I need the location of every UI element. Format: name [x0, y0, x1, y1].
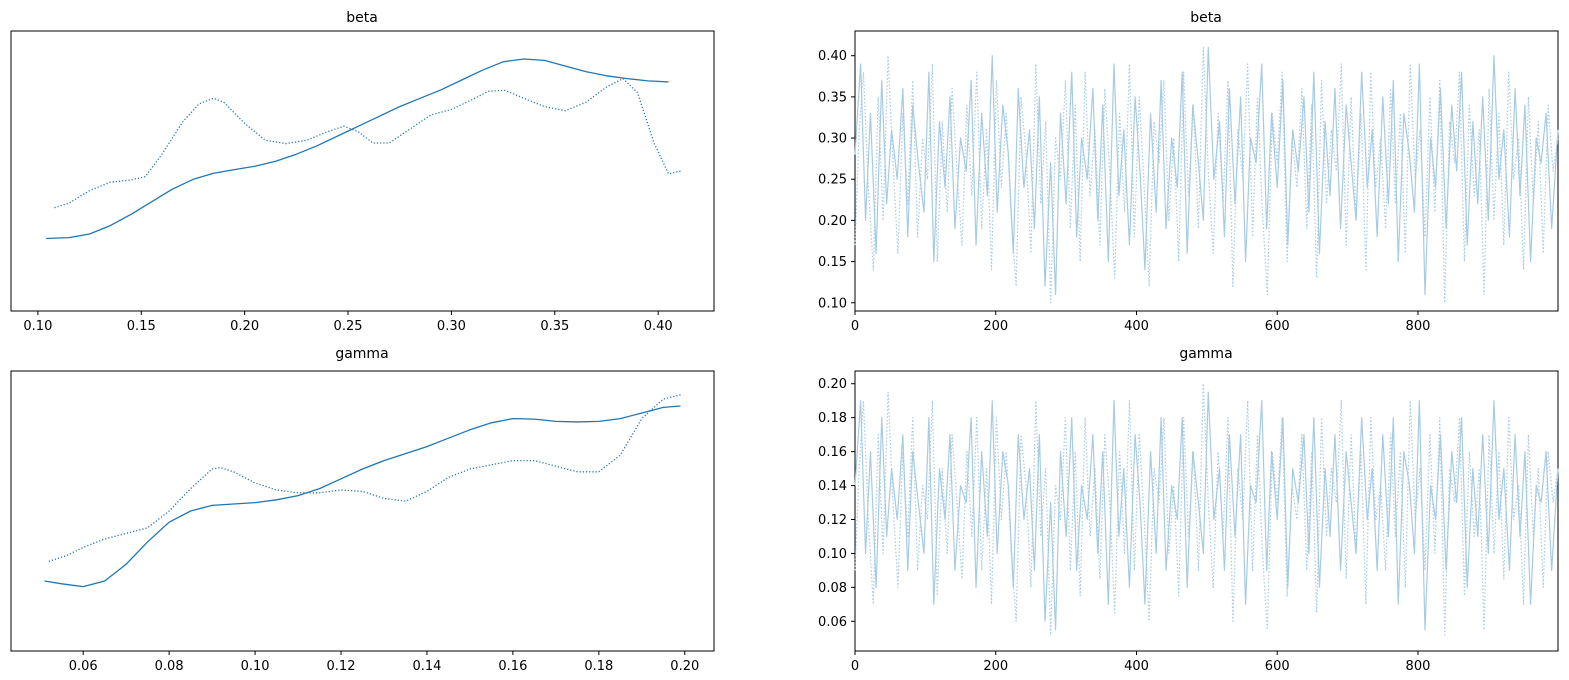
gamma-trace-xtick-label: 800: [1406, 659, 1431, 674]
gamma-trace-ytick-label: 0.16: [818, 445, 847, 460]
beta-trace-ytick-label: 0.35: [818, 90, 847, 105]
beta-kde-title: beta: [346, 10, 378, 26]
beta-kde-series-chain-1-line: [46, 58, 669, 240]
gamma-trace-xtick-label: 400: [1124, 659, 1149, 674]
gamma-trace-panel: gamma 0 200 400 600 800 0.06 0.08 0.10 0.12 0.14 0.…: [818, 346, 1559, 674]
beta-trace-ytick-label: 0.40: [818, 49, 847, 64]
gamma-trace-ytick-label: 0.12: [818, 513, 847, 528]
beta-kde-xtick-label: 0.15: [127, 319, 156, 334]
gamma-trace-frame: [854, 370, 1559, 652]
beta-trace-xtick-label: 800: [1406, 319, 1431, 334]
beta-kde-xtick-label: 0.30: [437, 319, 466, 334]
beta-trace-ytick-label: 0.15: [818, 255, 847, 270]
gamma-kde-panel: gamma 0.06 0.08 0.10 0.12 0.14 0.16 0.18 0.20: [10, 346, 715, 674]
beta-trace-xtick-label: 200: [983, 319, 1008, 334]
gamma-trace-ytick-label: 0.10: [818, 547, 847, 562]
gamma-trace-ytick-label: 0.06: [818, 615, 847, 630]
gamma-trace-xtick-label: 0: [851, 659, 859, 674]
gamma-kde-xtick-label: 0.12: [327, 659, 356, 674]
beta-kde-xtick-label: 0.40: [644, 319, 673, 334]
gamma-trace-xtick-label: 600: [1265, 659, 1290, 674]
beta-trace-frame: [854, 30, 1559, 312]
gamma-kde-title: gamma: [335, 346, 388, 362]
beta-trace-title: beta: [1190, 10, 1222, 26]
gamma-trace-title: gamma: [1179, 346, 1232, 362]
beta-trace-xtick-label: 400: [1124, 319, 1149, 334]
beta-trace-panel: beta 0 200 400 600 800 0.10 0.15 0.20 0.25 0.30 0.3…: [818, 10, 1559, 334]
beta-trace-ytick-label: 0.30: [818, 132, 847, 147]
gamma-kde-series-chain-2-line: [48, 394, 681, 563]
gamma-kde-series-chain-1-line: [44, 405, 681, 588]
gamma-trace-series-chain-2-line: [854, 383, 1559, 636]
gamma-kde-xtick-label: 0.20: [670, 659, 699, 674]
gamma-kde-xtick-label: 0.14: [412, 659, 441, 674]
gamma-kde-xtick-label: 0.06: [69, 659, 98, 674]
gamma-trace-ytick-label: 0.18: [818, 411, 847, 426]
beta-trace-ytick-label: 0.20: [818, 214, 847, 229]
beta-trace-ytick-label: 0.25: [818, 173, 847, 188]
gamma-kde-xtick-label: 0.10: [241, 659, 270, 674]
beta-kde-xtick-label: 0.35: [540, 319, 569, 334]
gamma-kde-xtick-label: 0.18: [584, 659, 613, 674]
gamma-kde-xtick-label: 0.08: [155, 659, 184, 674]
beta-trace-series-chain-2-line: [854, 46, 1559, 304]
beta-trace-xtick-label: 0: [851, 319, 859, 334]
gamma-kde-xtick-label: 0.16: [498, 659, 527, 674]
beta-kde-xtick-label: 0.10: [23, 319, 52, 334]
gamma-kde-frame: [10, 370, 715, 652]
gamma-trace-xtick-label: 200: [983, 659, 1008, 674]
beta-kde-frame: [10, 30, 715, 312]
beta-trace-xtick-label: 600: [1265, 319, 1290, 334]
beta-kde-series-chain-2-line: [54, 77, 682, 209]
beta-trace-ytick-label: 0.10: [818, 296, 847, 311]
beta-kde-panel: beta 0.10 0.15 0.20 0.25 0.30 0.35 0.40: [10, 10, 715, 334]
gamma-trace-ytick-label: 0.14: [818, 479, 847, 494]
gamma-trace-series-chain-1-line: [854, 391, 1559, 631]
beta-kde-xtick-label: 0.25: [334, 319, 363, 334]
gamma-trace-ytick-label: 0.20: [818, 377, 847, 392]
beta-kde-xtick-label: 0.20: [230, 319, 259, 334]
gamma-trace-ytick-label: 0.08: [818, 581, 847, 596]
beta-trace-series-chain-1-line: [854, 46, 1559, 296]
